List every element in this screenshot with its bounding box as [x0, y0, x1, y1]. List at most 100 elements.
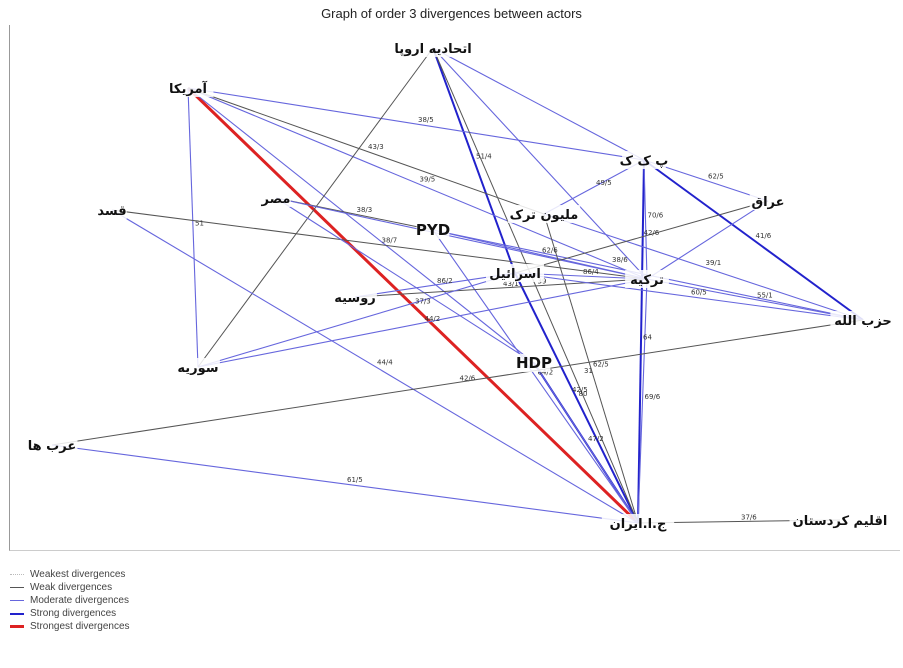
edge-label-extra: 42/5	[572, 386, 588, 394]
legend-swatch-moderate	[10, 600, 24, 601]
node-russia: روسیه	[333, 288, 377, 306]
edge-label: 37/3	[415, 298, 431, 306]
edge-label: 62/6	[542, 247, 558, 255]
edge-syria-turkey	[197, 278, 648, 368]
edge-label: 70/6	[648, 212, 664, 220]
edge-eu-turkey	[432, 47, 648, 280]
node-label-pkk: پ ک ک	[620, 154, 669, 169]
node-iraq: عراق	[749, 192, 787, 210]
node-label-bg	[162, 79, 214, 97]
node-iran: ج.ا.ایران	[601, 514, 675, 532]
edge-pkk-hezbollah	[643, 159, 864, 321]
edge-label: 38/3	[357, 206, 373, 214]
edge-russia-turkey	[354, 278, 648, 298]
node-label-turkey: ترکیه	[630, 273, 664, 288]
edge-label: 86/2	[437, 277, 453, 285]
edge-label: 39/5	[420, 176, 436, 184]
edge-label: 39/1	[706, 259, 722, 267]
node-israel: اسرائیل	[485, 264, 545, 282]
node-label-syria: سوریه	[177, 361, 218, 376]
legend-swatch-strong	[10, 612, 24, 615]
node-label-pyd: PYD	[416, 221, 450, 239]
legend: Weakest divergences Weak divergences Mod…	[10, 568, 130, 633]
edge-label: 51/4	[476, 153, 492, 161]
edges-layer	[51, 47, 864, 525]
legend-item-weak: Weak divergences	[10, 581, 130, 594]
edge-label: 43/1	[503, 280, 519, 288]
node-label-bg	[261, 189, 291, 207]
edge-pkk-turkey	[643, 159, 648, 280]
legend-item-moderate: Moderate divergences	[10, 594, 130, 607]
node-arabs: عرب ها	[26, 436, 78, 454]
node-label-bg	[26, 436, 78, 454]
node-label-eu: اتحادیه اروپا	[394, 42, 471, 57]
edge-labels-layer: 37/351/4806441/638/539/55143/33938/744/4…	[195, 116, 773, 522]
edge-syria-israel	[197, 272, 516, 368]
node-turknat: ملیون ترک	[507, 205, 581, 223]
legend-label-weak: Weak divergences	[30, 582, 113, 593]
legend-item-strongest: Strongest divergences	[10, 620, 130, 633]
node-label-russia: روسیه	[334, 291, 376, 306]
edge-label: 80	[579, 390, 588, 398]
node-label-bg	[601, 514, 675, 532]
node-label-bg	[333, 288, 377, 306]
node-label-bg	[517, 354, 551, 372]
edge-label: 69/6	[645, 393, 661, 401]
edge-turkey-hezbollah	[646, 278, 864, 321]
edge-label-extra: 31	[584, 367, 593, 375]
edge-egypt-hdp	[275, 197, 535, 364]
node-label-bg	[622, 151, 666, 169]
edge-label: 47/2	[588, 435, 604, 443]
node-label-usa: آمریکا	[169, 80, 207, 97]
node-label-bg	[382, 39, 484, 57]
edge-usa-syria	[187, 87, 199, 368]
edge-hdp-iran	[533, 362, 639, 524]
node-label-bg	[97, 201, 127, 219]
edge-label: 62/5	[708, 173, 724, 181]
node-label-turknat: ملیون ترک	[510, 208, 579, 223]
node-hezbollah: حزب الله	[830, 311, 896, 329]
edge-qasad-turkey	[111, 209, 648, 280]
edge-pkk-iran	[637, 159, 645, 524]
node-label-bg	[789, 511, 891, 529]
edge-pyd-iran	[432, 229, 639, 524]
node-label-egypt: مصر	[261, 192, 291, 207]
edge-arabs-iran	[51, 444, 639, 524]
node-label-qasad: قسد	[97, 204, 126, 219]
edge-label: 37/6	[741, 514, 757, 522]
edge-arabs-hezbollah	[51, 319, 864, 446]
edge-usa-turknat	[187, 87, 545, 215]
node-label-bg	[830, 311, 896, 329]
node-label-bg	[625, 270, 669, 288]
edge-eu-pkk	[432, 47, 645, 161]
edge-label: 43/3	[368, 143, 384, 151]
edge-label: 61/5	[347, 476, 363, 484]
edge-label: 44/4	[377, 359, 393, 367]
node-syria: سوریه	[176, 358, 220, 376]
edge-usa-turkey	[187, 87, 648, 280]
edge-eu-israel	[432, 47, 516, 274]
edge-usa-iran	[186, 86, 640, 525]
node-qasad: قسد	[97, 201, 127, 219]
edge-turknat-iran	[543, 213, 639, 524]
node-label-iraq: عراق	[751, 195, 784, 210]
node-label-bg	[507, 205, 581, 223]
edge-label: 62/5	[593, 361, 609, 369]
legend-swatch-strongest	[10, 625, 24, 628]
edge-label: 60/5	[691, 289, 707, 297]
edge-label: 38/7	[382, 237, 398, 245]
edge-turkey-iran	[637, 278, 648, 524]
node-pyd: PYD	[416, 221, 450, 239]
node-label-arabs: عرب ها	[28, 439, 76, 454]
node-label-hdp: HDP	[516, 354, 552, 372]
legend-label-moderate: Moderate divergences	[30, 595, 129, 606]
edge-usa-pkk	[187, 87, 645, 161]
extra-labels-layer: 38/6 31 42/5	[572, 256, 628, 394]
edge-egypt-turkey	[275, 197, 648, 280]
diagram-title: Graph of order 3 divergences between act…	[321, 6, 582, 21]
legend-swatch-weak	[10, 587, 24, 588]
node-label-hezbollah: حزب الله	[834, 314, 892, 329]
edge-label: 49/5	[596, 179, 612, 187]
edge-israel-iran	[514, 272, 639, 524]
edge-label: 41/6	[756, 232, 772, 240]
